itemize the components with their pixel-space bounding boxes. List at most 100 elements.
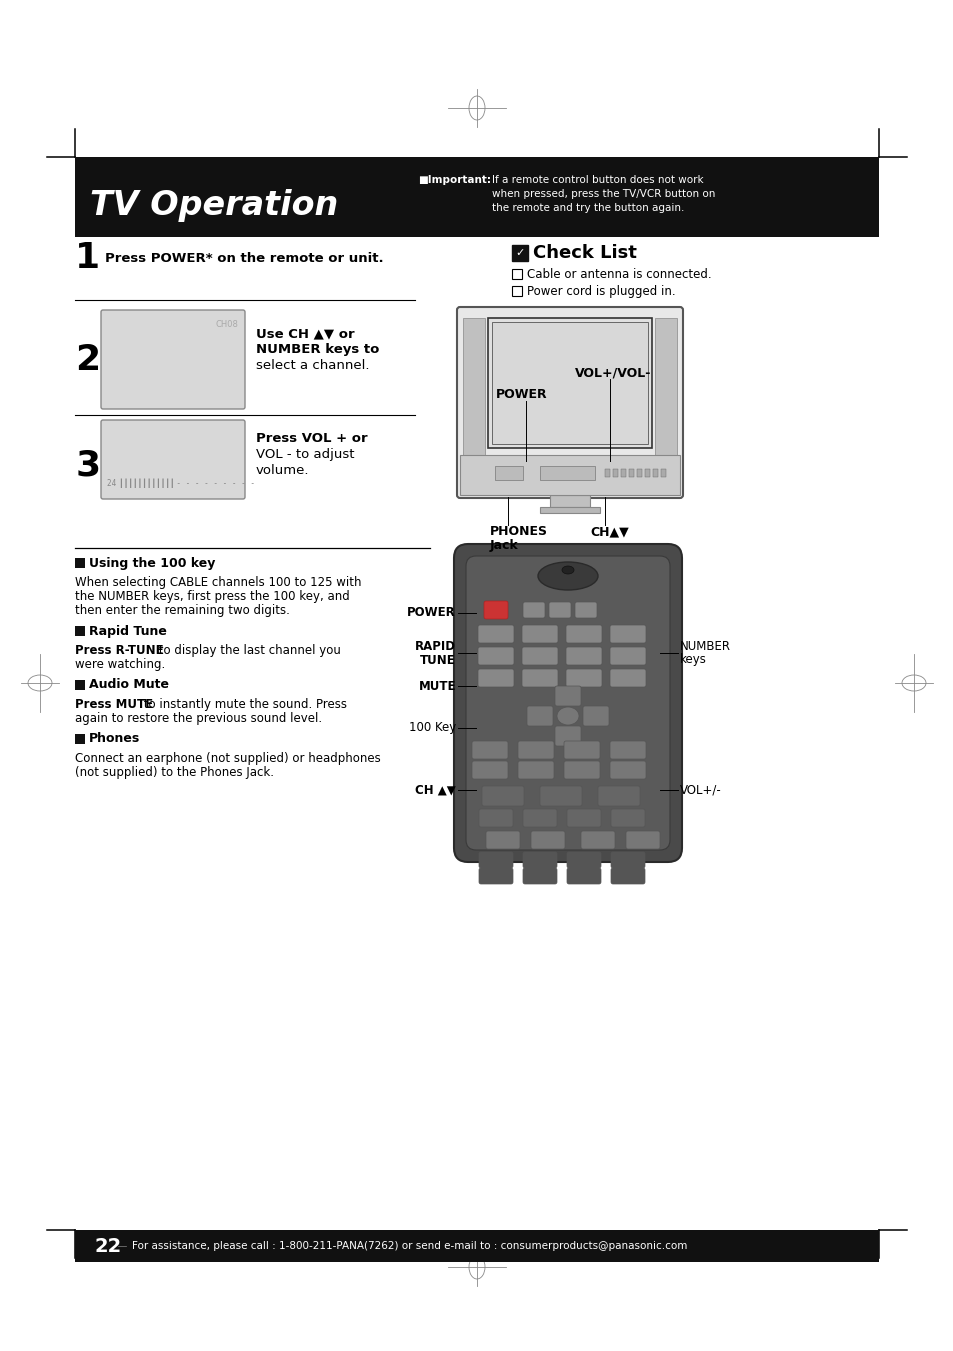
FancyBboxPatch shape — [477, 647, 514, 665]
Text: when pressed, press the TV/VCR button on: when pressed, press the TV/VCR button on — [492, 189, 715, 199]
FancyBboxPatch shape — [555, 686, 580, 707]
Bar — [75, 558, 85, 567]
Text: select a channel.: select a channel. — [255, 359, 369, 372]
FancyBboxPatch shape — [566, 809, 600, 827]
Text: NUMBER keys to: NUMBER keys to — [255, 343, 379, 357]
Text: Press R-TUNE: Press R-TUNE — [75, 644, 164, 657]
Text: RAPID: RAPID — [415, 639, 456, 653]
Text: CH▲▼: CH▲▼ — [589, 526, 628, 538]
Bar — [652, 469, 658, 477]
Text: Press POWER* on the remote or unit.: Press POWER* on the remote or unit. — [105, 251, 383, 265]
Text: 3: 3 — [75, 449, 100, 482]
Bar — [604, 469, 609, 477]
Text: Connect an earphone (not supplied) or headphones: Connect an earphone (not supplied) or he… — [75, 753, 380, 765]
Bar — [539, 507, 599, 513]
Bar — [512, 245, 527, 261]
Text: TUNE: TUNE — [420, 654, 456, 666]
FancyBboxPatch shape — [483, 601, 507, 619]
FancyBboxPatch shape — [548, 603, 571, 617]
Text: keys: keys — [679, 654, 706, 666]
Text: If a remote control button does not work: If a remote control button does not work — [492, 176, 703, 185]
FancyBboxPatch shape — [101, 309, 245, 409]
Bar — [488, 317, 651, 449]
FancyBboxPatch shape — [563, 761, 599, 780]
FancyBboxPatch shape — [609, 669, 645, 688]
FancyBboxPatch shape — [522, 852, 557, 867]
Text: Use CH ▲▼ or: Use CH ▲▼ or — [255, 327, 355, 340]
Text: 100 Key: 100 Key — [408, 721, 456, 735]
FancyBboxPatch shape — [575, 603, 597, 617]
FancyBboxPatch shape — [526, 707, 553, 725]
FancyBboxPatch shape — [566, 867, 600, 884]
Text: (not supplied) to the Phones Jack.: (not supplied) to the Phones Jack. — [75, 766, 274, 780]
Text: Audio Mute: Audio Mute — [89, 678, 169, 692]
Bar — [75, 680, 85, 690]
FancyBboxPatch shape — [598, 786, 639, 807]
Bar — [512, 269, 521, 280]
Bar — [613, 469, 618, 477]
Bar — [75, 734, 85, 744]
Text: VOL+/VOL-: VOL+/VOL- — [575, 366, 651, 380]
FancyBboxPatch shape — [610, 852, 644, 867]
Ellipse shape — [561, 566, 574, 574]
Text: the NUMBER keys, first press the 100 key, and: the NUMBER keys, first press the 100 key… — [75, 590, 350, 603]
Text: MUTE: MUTE — [418, 680, 456, 693]
FancyBboxPatch shape — [521, 669, 558, 688]
Bar — [655, 317, 677, 463]
Text: VOL - to adjust: VOL - to adjust — [255, 449, 355, 461]
Text: PHONES: PHONES — [490, 526, 547, 538]
FancyBboxPatch shape — [531, 831, 564, 848]
Text: to instantly mute the sound. Press: to instantly mute the sound. Press — [140, 698, 347, 711]
Text: Cable or antenna is connected.: Cable or antenna is connected. — [526, 269, 711, 281]
FancyBboxPatch shape — [522, 867, 557, 884]
FancyBboxPatch shape — [565, 626, 601, 643]
FancyBboxPatch shape — [609, 761, 645, 780]
FancyBboxPatch shape — [582, 707, 608, 725]
FancyBboxPatch shape — [539, 786, 581, 807]
FancyBboxPatch shape — [478, 867, 513, 884]
Bar — [459, 455, 679, 494]
Text: 2: 2 — [75, 343, 100, 377]
FancyBboxPatch shape — [477, 626, 514, 643]
Text: Jack: Jack — [490, 539, 518, 553]
Text: NUMBER: NUMBER — [679, 639, 730, 653]
FancyBboxPatch shape — [454, 544, 681, 862]
FancyBboxPatch shape — [485, 831, 519, 848]
FancyBboxPatch shape — [625, 831, 659, 848]
Text: again to restore the previous sound level.: again to restore the previous sound leve… — [75, 712, 322, 725]
Text: Rapid Tune: Rapid Tune — [89, 624, 167, 638]
FancyBboxPatch shape — [465, 557, 669, 850]
Text: POWER: POWER — [407, 607, 456, 620]
Text: 24 ▎▎▎▎▎▎▎▎▎▎▎▎- - - - - - - - -: 24 ▎▎▎▎▎▎▎▎▎▎▎▎- - - - - - - - - — [107, 478, 254, 488]
Text: volume.: volume. — [255, 463, 309, 477]
Text: CH08: CH08 — [214, 320, 237, 330]
Ellipse shape — [557, 707, 578, 725]
FancyBboxPatch shape — [610, 867, 644, 884]
FancyBboxPatch shape — [517, 761, 554, 780]
FancyBboxPatch shape — [481, 786, 523, 807]
FancyBboxPatch shape — [521, 647, 558, 665]
Bar — [620, 469, 625, 477]
FancyBboxPatch shape — [609, 740, 645, 759]
Text: CH ▲▼: CH ▲▼ — [415, 784, 456, 797]
Text: Power cord is plugged in.: Power cord is plugged in. — [526, 285, 675, 299]
FancyBboxPatch shape — [472, 740, 507, 759]
Bar — [512, 286, 521, 296]
Bar — [539, 466, 595, 480]
FancyBboxPatch shape — [478, 809, 513, 827]
FancyBboxPatch shape — [472, 761, 507, 780]
Text: Press VOL + or: Press VOL + or — [255, 432, 367, 444]
Text: Phones: Phones — [89, 732, 140, 746]
Bar — [75, 157, 878, 236]
Text: ✓: ✓ — [515, 249, 524, 258]
FancyBboxPatch shape — [477, 669, 514, 688]
Text: Check List: Check List — [533, 245, 637, 262]
Ellipse shape — [537, 562, 598, 590]
FancyBboxPatch shape — [522, 809, 557, 827]
Text: then enter the remaining two digits.: then enter the remaining two digits. — [75, 604, 290, 617]
Text: were watching.: were watching. — [75, 658, 165, 671]
Bar — [75, 1229, 878, 1262]
Bar — [550, 494, 589, 507]
Text: 1: 1 — [75, 240, 100, 276]
FancyBboxPatch shape — [101, 420, 245, 499]
